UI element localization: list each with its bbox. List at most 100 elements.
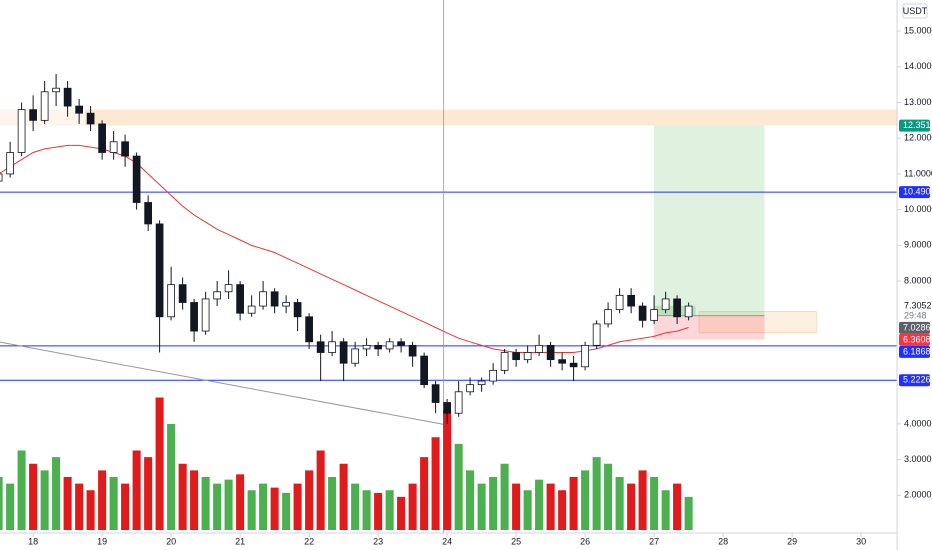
price-tag-label: 5.2226 xyxy=(903,375,931,385)
x-tick-label: 25 xyxy=(511,536,521,546)
volume-bar xyxy=(121,483,130,530)
currency-box[interactable] xyxy=(902,3,928,19)
x-tick-label: 26 xyxy=(580,536,590,546)
volume-bar xyxy=(650,477,659,530)
y-tick-label: 9.0000 xyxy=(904,240,932,250)
volume-bar xyxy=(86,490,95,530)
volume-bar xyxy=(431,437,440,530)
candle-body xyxy=(408,344,417,357)
volume-bar xyxy=(466,470,475,530)
candle-body xyxy=(385,341,394,350)
volume-bar xyxy=(247,490,256,530)
y-tick-label: 2.0000 xyxy=(904,490,932,500)
price-tag-label: 10.4906 xyxy=(903,186,932,196)
currency: USDT xyxy=(903,6,928,16)
candle-body xyxy=(523,352,532,361)
price-tag-label: 7.0286 xyxy=(903,322,931,332)
y-tick-label: 3.0000 xyxy=(904,454,932,464)
candle-body xyxy=(431,384,440,403)
volume-bar xyxy=(523,490,532,530)
volume-bar xyxy=(167,424,176,530)
x-tick-label: 28 xyxy=(718,536,728,546)
volume-bar xyxy=(546,483,555,530)
small-zone xyxy=(698,311,817,334)
candle-body xyxy=(236,284,244,314)
volume-bar xyxy=(109,477,118,530)
candle-body xyxy=(328,341,336,353)
volume-bar xyxy=(684,496,693,530)
volume-bar xyxy=(213,483,222,530)
volume-bar xyxy=(420,457,429,530)
candle-body xyxy=(316,341,325,353)
candle-body xyxy=(351,348,359,364)
candle-body xyxy=(293,302,302,318)
volume-bar xyxy=(29,463,38,530)
plot-area xyxy=(0,0,898,533)
y-tick-label: 15.0000 xyxy=(904,25,932,35)
candle-body xyxy=(75,105,83,114)
volume-bar xyxy=(581,470,590,530)
candle-body xyxy=(98,123,106,153)
candle-body xyxy=(420,355,428,386)
candle-body xyxy=(362,344,371,350)
price-tag xyxy=(899,333,930,346)
volume-bar xyxy=(236,474,245,530)
candle-body xyxy=(374,344,382,350)
candle-body xyxy=(178,284,187,303)
x-tick-label: 22 xyxy=(304,536,314,546)
y-tick-label: 11.0000 xyxy=(904,168,932,178)
volume-bar xyxy=(293,483,302,530)
candle-body xyxy=(661,298,670,311)
candle-body xyxy=(684,305,693,318)
y-tick-label: 12.0000 xyxy=(904,133,932,143)
y-tick-label: 14.0000 xyxy=(904,61,932,71)
candle-body xyxy=(477,380,486,386)
resistance-zone xyxy=(84,109,898,126)
candle-body xyxy=(144,202,152,225)
volume-bar xyxy=(454,443,463,530)
candle-body xyxy=(109,141,118,153)
candle-body xyxy=(213,291,221,300)
candle-body xyxy=(86,112,95,125)
volume-bar xyxy=(558,490,567,530)
candle-body xyxy=(638,305,647,321)
volume-bar xyxy=(351,483,360,530)
price-tag xyxy=(899,119,930,132)
candle-body xyxy=(443,402,451,414)
candle-body xyxy=(259,291,267,307)
candle-body xyxy=(63,87,72,107)
price-tag-label: 12.3518 xyxy=(903,120,932,130)
volume-bar xyxy=(443,410,452,530)
volume-bar xyxy=(259,483,268,530)
candle-body xyxy=(535,344,543,353)
candle-body xyxy=(604,309,612,325)
candle-body xyxy=(0,173,3,182)
price-tag xyxy=(899,321,930,334)
volume-bar xyxy=(477,483,486,530)
candle-body xyxy=(650,309,658,321)
volume-bar xyxy=(144,457,153,530)
volume-bar xyxy=(178,463,187,530)
y-tick-label: 10.0000 xyxy=(904,204,932,214)
candle-body xyxy=(592,323,601,346)
candle-body xyxy=(132,155,141,203)
candle-body xyxy=(615,294,624,311)
volume-bar xyxy=(408,483,417,530)
volume-bar xyxy=(75,483,84,530)
y-tick-label: 13.0000 xyxy=(904,97,932,107)
x-tick-label: 20 xyxy=(166,536,176,546)
x-tick-label: 19 xyxy=(97,536,107,546)
price-tag-label: 6.3608 xyxy=(903,334,931,344)
volume-bar xyxy=(592,457,601,530)
volume-bar xyxy=(132,450,141,530)
volume-bar xyxy=(316,450,325,530)
volume-bar xyxy=(615,477,624,530)
candle-body xyxy=(190,302,198,332)
price-tag xyxy=(899,374,930,387)
candle-body xyxy=(546,344,555,361)
volume-bar xyxy=(500,463,509,530)
candle-body xyxy=(247,305,256,314)
volume-bar xyxy=(98,470,107,530)
